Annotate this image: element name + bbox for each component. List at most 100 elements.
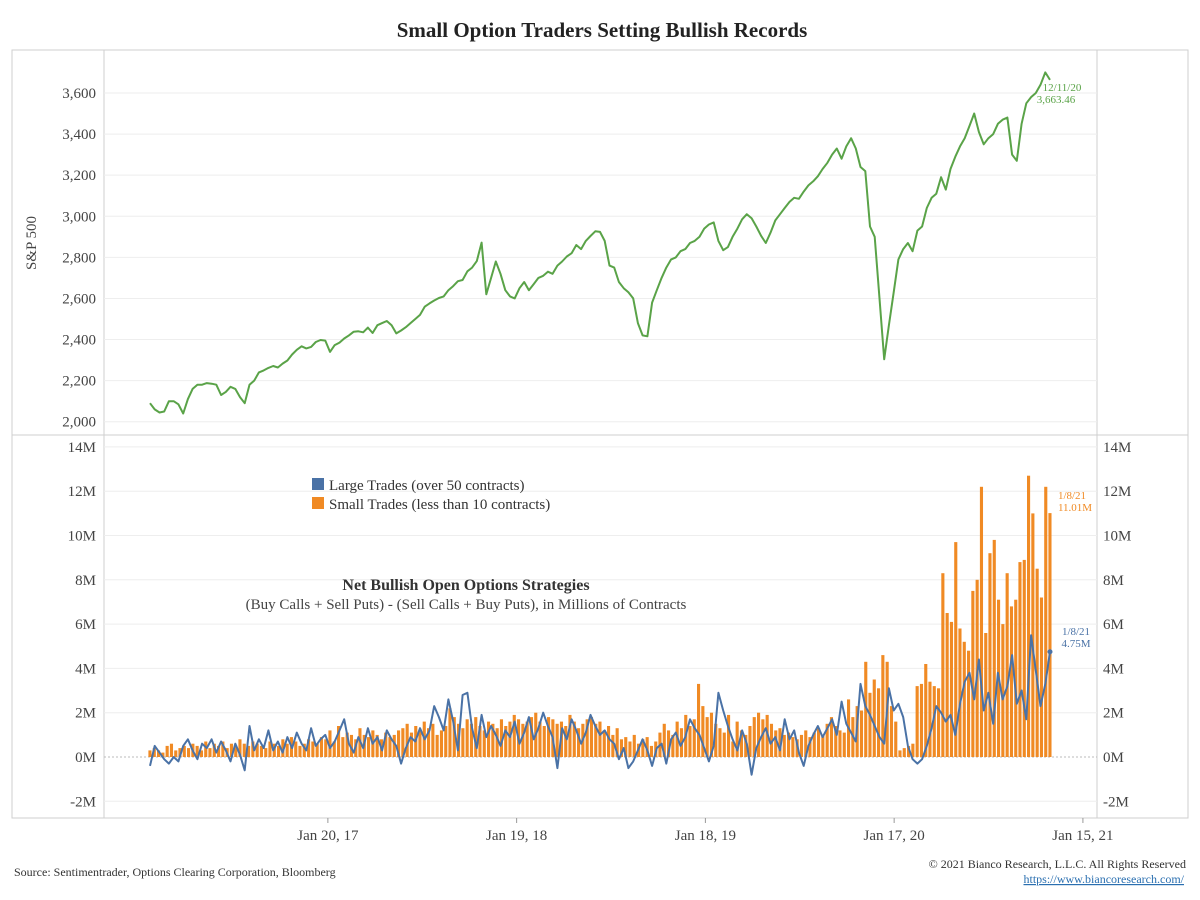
small-trades-annotation-date: 1/8/21 — [1058, 490, 1086, 502]
sp500-line — [149, 71, 1051, 415]
small-trades-bar — [799, 734, 804, 757]
small-trades-bar — [932, 686, 936, 757]
small-trades-bar — [439, 730, 444, 757]
small-trades-bar — [469, 723, 474, 757]
small-trades-bar — [778, 728, 782, 757]
top-y-tick-label: 3,600 — [62, 86, 96, 102]
small-trades-bar — [744, 734, 748, 757]
x-tick-label: Jan 17, 20 — [864, 828, 925, 844]
small-trades-bar — [992, 539, 996, 757]
small-trades-bar — [495, 728, 499, 757]
bottom-y-tick-label-left: 4M — [75, 661, 96, 677]
small-trades-bar — [602, 730, 606, 757]
small-trades-bar — [298, 745, 302, 757]
large-trades-annotation-value: 4.75M — [1061, 638, 1090, 650]
small-trades-bar — [499, 719, 504, 757]
small-trades-bar — [585, 719, 589, 757]
small-trades-bar — [628, 741, 632, 757]
legend-swatch-small — [312, 497, 324, 509]
top-y-tick-label: 3,400 — [62, 127, 96, 143]
small-trades-bar — [757, 712, 761, 757]
small-trades-bar — [761, 719, 765, 757]
top-y-tick-label: 2,600 — [62, 291, 96, 307]
source-note: Source: Sentimentrader, Options Clearing… — [14, 865, 336, 879]
chart-title: Small Option Traders Setting Bullish Rec… — [397, 18, 808, 42]
small-trades-bar — [512, 714, 516, 757]
sp500-annotation-date: 12/11/20 — [1043, 82, 1082, 94]
small-trades-bar — [525, 721, 529, 757]
small-trades-bar — [984, 633, 988, 757]
small-trades-bar — [178, 748, 182, 757]
small-trades-bar — [915, 686, 919, 757]
small-trades-bar — [229, 743, 234, 757]
small-trades-bar — [671, 734, 675, 757]
small-trades-bar — [328, 730, 332, 757]
bottom-y-tick-label-right: 14M — [1103, 440, 1131, 456]
small-trades-bar — [319, 737, 324, 757]
bottom-y-tick-label-left: -2M — [70, 794, 96, 810]
small-trades-bar — [649, 745, 654, 757]
small-trades-bar — [332, 741, 336, 757]
inner-chart-subtitle: (Buy Calls + Sell Puts) - (Sell Calls + … — [246, 597, 687, 613]
small-trades-bar — [148, 750, 152, 757]
small-trades-bar — [568, 714, 572, 757]
bottom-y-tick-label-right: -2M — [1103, 794, 1129, 810]
small-trades-bar — [748, 726, 752, 757]
small-trades-bar — [324, 739, 328, 757]
small-trades-bar — [529, 717, 534, 757]
top-y-tick-label: 2,200 — [62, 374, 96, 390]
small-trades-bar — [701, 706, 705, 757]
small-trades-bar — [881, 655, 885, 757]
small-trades-bar — [731, 741, 735, 757]
small-trades-bar — [234, 745, 238, 757]
small-trades-bar — [641, 739, 645, 757]
small-trades-bar — [615, 728, 619, 757]
bottom-y-tick-label-right: 2M — [1103, 706, 1124, 722]
bottom-y-tick-label-left: 6M — [75, 617, 96, 633]
small-trades-bar — [448, 708, 452, 757]
small-trades-bar — [152, 748, 156, 757]
small-trades-bar — [889, 706, 894, 757]
top-panel-grid — [104, 92, 1097, 423]
small-trades-bar — [1018, 562, 1022, 757]
x-tick-label: Jan 20, 17 — [297, 828, 359, 844]
small-trades-bar — [482, 730, 486, 757]
small-trades-bar — [688, 726, 692, 757]
x-tick-label: Jan 19, 18 — [486, 828, 547, 844]
small-trades-bar — [1001, 624, 1005, 757]
small-trades-bar — [898, 750, 902, 757]
bottom-y-tick-label-left: 14M — [68, 440, 96, 456]
small-trades-bar — [337, 726, 341, 757]
small-trades-annotation-value: 11.01M — [1058, 502, 1092, 514]
small-trades-bars — [148, 475, 1052, 757]
copyright-note: © 2021 Bianco Research, L.L.C. All Right… — [929, 857, 1186, 871]
bottom-y-tick-label-right: 12M — [1103, 484, 1131, 500]
small-trades-bar — [1022, 559, 1026, 757]
bottom-y-tick-label-left: 0M — [75, 750, 96, 766]
website-link[interactable]: https://www.biancoresearch.com/ — [1023, 872, 1184, 886]
bottom-y-tick-label-right: 10M — [1103, 529, 1131, 545]
small-trades-bar — [782, 734, 786, 757]
small-trades-bar — [645, 737, 649, 757]
x-tick-label: Jan 18, 19 — [675, 828, 736, 844]
small-trades-bar — [718, 728, 722, 757]
small-trades-bar — [504, 726, 508, 757]
small-trades-bar — [817, 728, 821, 757]
small-trades-bar — [409, 732, 414, 757]
small-trades-bar — [157, 750, 161, 757]
bottom-y-tick-label-left: 2M — [75, 706, 96, 722]
small-trades-bar — [697, 683, 701, 757]
small-trades-bar — [577, 728, 581, 757]
small-trades-bar — [281, 739, 285, 757]
small-trades-bar — [538, 721, 542, 757]
legend-label-small: Small Trades (less than 10 contracts) — [329, 497, 550, 513]
small-trades-bar — [864, 661, 868, 757]
small-trades-bar — [1044, 486, 1048, 757]
small-trades-bar — [937, 688, 941, 757]
small-trades-bar — [611, 734, 615, 757]
inner-chart-title: Net Bullish Open Options Strategies — [342, 577, 589, 594]
small-trades-bar — [174, 750, 178, 757]
small-trades-bar — [311, 741, 315, 757]
small-trades-bar — [632, 734, 636, 757]
